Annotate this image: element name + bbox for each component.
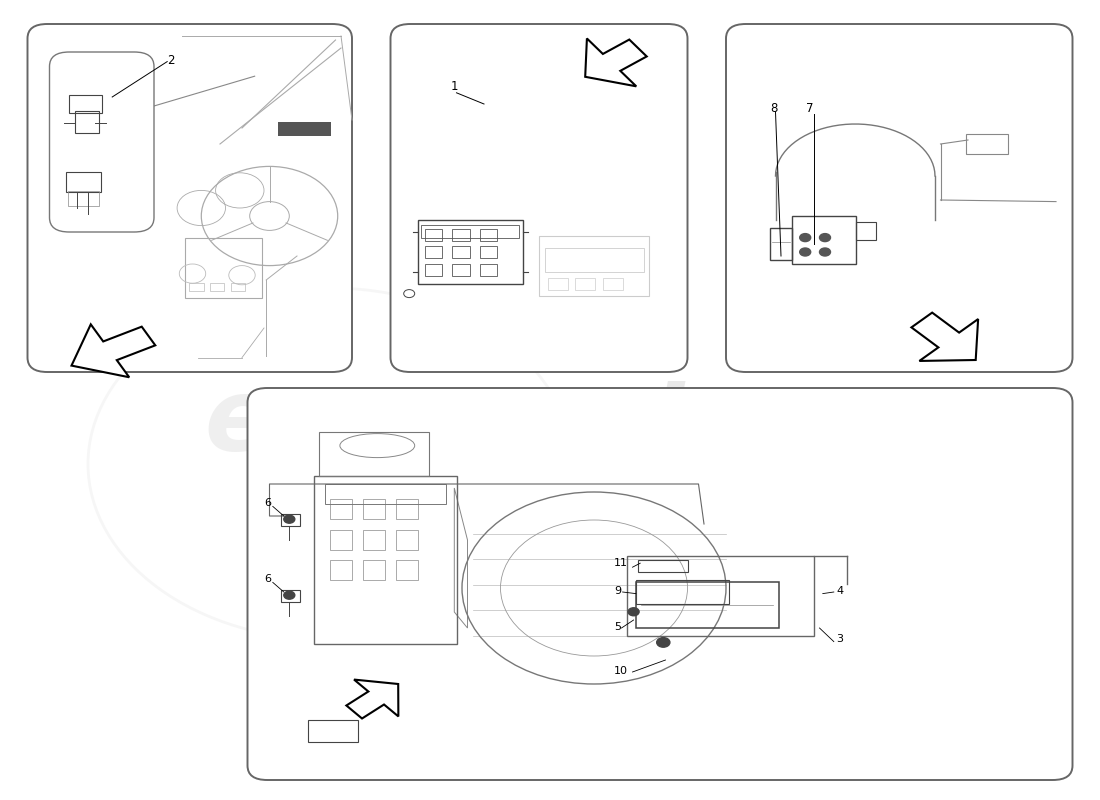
Bar — [480, 229, 497, 241]
Text: 7: 7 — [806, 102, 814, 115]
Bar — [231, 283, 245, 291]
Text: 3: 3 — [836, 634, 843, 645]
Text: euro: euro — [205, 375, 462, 473]
Text: 9: 9 — [614, 586, 620, 595]
Bar — [280, 590, 300, 602]
Bar — [425, 246, 442, 258]
Bar — [69, 95, 102, 113]
FancyBboxPatch shape — [248, 388, 1072, 780]
Bar — [68, 191, 99, 206]
Bar — [396, 499, 418, 519]
Circle shape — [284, 515, 295, 523]
Circle shape — [628, 608, 639, 616]
Bar — [856, 222, 876, 240]
Bar — [603, 278, 623, 290]
Text: a passion for parts since 1985: a passion for parts since 1985 — [416, 486, 728, 570]
Bar — [330, 560, 352, 580]
FancyBboxPatch shape — [50, 52, 154, 232]
Bar — [363, 560, 385, 580]
Circle shape — [820, 234, 830, 242]
Bar — [330, 499, 352, 519]
Bar — [363, 499, 385, 519]
Bar — [627, 556, 814, 636]
Bar — [539, 236, 649, 296]
FancyBboxPatch shape — [390, 24, 688, 372]
Bar — [66, 172, 101, 192]
Bar — [363, 530, 385, 550]
Bar — [770, 228, 792, 260]
Polygon shape — [912, 313, 978, 361]
Text: 8: 8 — [770, 102, 778, 115]
Bar — [330, 530, 352, 550]
Text: 1: 1 — [451, 80, 459, 93]
Text: 6: 6 — [264, 498, 271, 509]
Bar — [278, 122, 331, 136]
Bar — [396, 530, 418, 550]
Bar — [324, 484, 446, 504]
Polygon shape — [346, 679, 398, 718]
Bar — [319, 432, 429, 476]
Bar — [638, 560, 688, 572]
Circle shape — [657, 638, 670, 647]
Circle shape — [800, 248, 811, 256]
Text: 4: 4 — [836, 586, 843, 595]
Circle shape — [800, 234, 811, 242]
Bar — [425, 229, 442, 241]
Bar — [421, 225, 519, 238]
Polygon shape — [585, 38, 647, 86]
Bar — [452, 229, 470, 241]
Bar — [396, 560, 418, 580]
Bar — [636, 580, 729, 604]
Circle shape — [820, 248, 830, 256]
Text: 6: 6 — [264, 574, 271, 584]
FancyBboxPatch shape — [28, 24, 352, 372]
Bar — [314, 476, 456, 644]
Text: 2: 2 — [167, 54, 175, 67]
Text: 11: 11 — [614, 558, 628, 568]
Bar — [480, 264, 497, 276]
Bar — [544, 248, 644, 272]
Bar — [189, 283, 204, 291]
Bar — [75, 111, 99, 133]
Bar — [548, 278, 568, 290]
Bar — [452, 264, 470, 276]
Bar — [966, 134, 1008, 154]
Text: parts: parts — [462, 375, 758, 473]
Bar — [185, 238, 262, 298]
Bar — [792, 216, 856, 264]
Bar — [480, 246, 497, 258]
Bar — [452, 246, 470, 258]
Polygon shape — [72, 324, 155, 378]
Bar — [636, 582, 779, 628]
Bar — [425, 264, 442, 276]
Bar — [418, 220, 522, 284]
Text: 10: 10 — [614, 666, 628, 675]
Circle shape — [284, 591, 295, 599]
Bar — [280, 514, 300, 526]
Bar — [210, 283, 224, 291]
Bar — [575, 278, 595, 290]
Text: 5: 5 — [614, 622, 620, 632]
Bar — [308, 720, 358, 742]
FancyBboxPatch shape — [726, 24, 1072, 372]
